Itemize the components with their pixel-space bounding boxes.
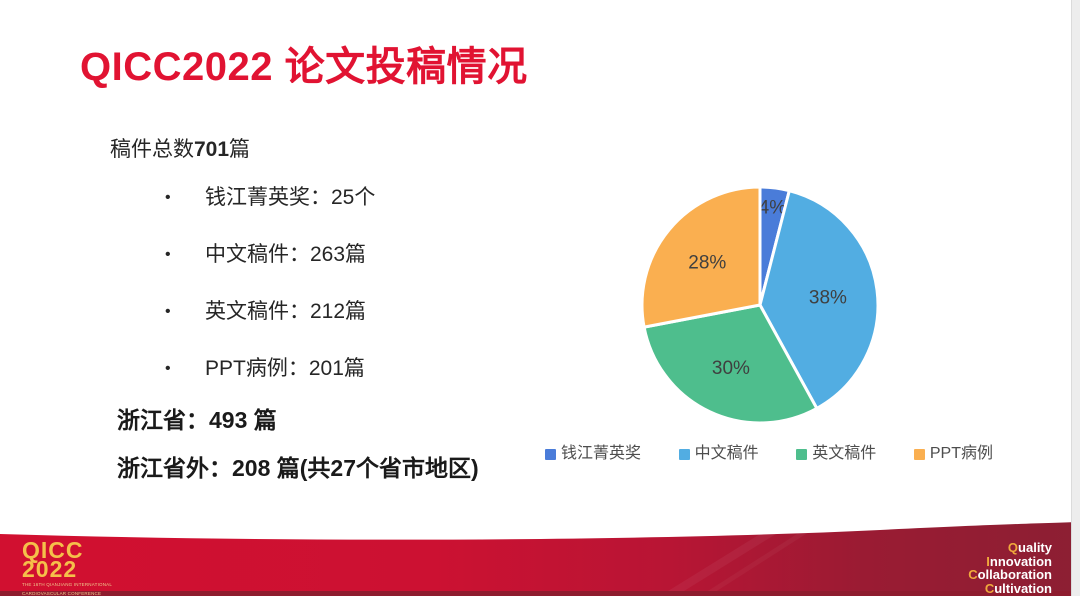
legend-item-0: 钱江菁英奖 xyxy=(545,446,641,462)
pie-data-label: 4% xyxy=(759,198,787,219)
bullet-text: 中文稿件：263篇 xyxy=(205,243,367,266)
logo-word: QICC xyxy=(22,537,84,563)
bullet-item: • 中文稿件：263篇 xyxy=(165,243,375,266)
qicc-logo: QICC 2022 THE 16TH QIANJIANG INTERNATION… xyxy=(22,537,113,596)
summary-line-zhejiang: 浙江省：493 篇 xyxy=(117,407,277,433)
province-summary: 浙江省：493 篇 浙江省外：208 篇(共27个省市地区) xyxy=(117,408,479,504)
pie-data-label: 38% xyxy=(809,287,847,308)
bullet-text: 英文稿件：212篇 xyxy=(205,300,367,323)
page-title: QICC2022 论文投稿情况 xyxy=(80,45,528,89)
banner-bottom-stripe xyxy=(0,591,1080,596)
footer-banner xyxy=(0,522,1080,596)
pie-slice-2 xyxy=(642,303,819,425)
chart-legend: 钱江菁英奖 中文稿件 英文稿件 PPT病例 xyxy=(545,446,993,462)
bullet-dot: • xyxy=(165,246,171,263)
pie-data-label: 28% xyxy=(688,252,726,273)
legend-swatch xyxy=(913,448,925,460)
bullet-text: PPT病例：201篇 xyxy=(205,357,365,380)
legend-label: 英文稿件 xyxy=(812,445,877,462)
logo-subtitle-line2: CARDIOVASCULAR CONFERENCE xyxy=(22,590,102,596)
bullet-list: • 钱江菁英奖：25个 • 中文稿件：263篇 • 英文稿件：212篇 • PPT病例：… xyxy=(165,186,375,414)
total-submissions-line: 稿件总数701篇 xyxy=(110,133,250,163)
motto-line-innovation: Innovation xyxy=(986,553,1052,569)
bullet-dot: • xyxy=(165,360,171,377)
pie-slice-1 xyxy=(758,189,880,410)
legend-label: 中文稿件 xyxy=(694,445,759,462)
legend-swatch xyxy=(796,448,808,460)
legend-item-2: 英文稿件 xyxy=(796,446,876,462)
pie-slice-3 xyxy=(640,185,762,329)
legend-swatch xyxy=(545,448,556,460)
motto-block: Quality Innovation Collaboration Cultiva… xyxy=(968,541,1052,595)
bullet-item: • 钱江菁英奖：25个 xyxy=(165,186,375,209)
legend-item-1: 中文稿件 xyxy=(678,445,759,462)
total-suffix: 篇 xyxy=(229,138,251,161)
bullet-item: • 英文稿件：212篇 xyxy=(165,300,375,323)
pie-data-label: 30% xyxy=(712,358,750,379)
banner-streak xyxy=(700,532,809,596)
banner-shape xyxy=(0,522,1080,596)
logo-subtitle-line1: THE 16TH QIANJIANG INTERNATIONAL xyxy=(22,582,113,587)
bullet-text: 钱江菁英奖：25个 xyxy=(205,186,376,209)
legend-swatch xyxy=(678,448,690,460)
motto-line-quality: Quality xyxy=(1007,540,1052,555)
legend-label: PPT病例 xyxy=(929,445,993,462)
pie-chart: 4% 38% 30% 28% xyxy=(640,185,880,425)
motto-line-collaboration: Collaboration xyxy=(968,567,1052,582)
summary-line-outside: 浙江省外：208 篇(共27个省市地区) xyxy=(117,455,479,481)
bullet-dot: • xyxy=(165,189,171,206)
motto-line-cultivation: Cultivation xyxy=(984,580,1052,596)
banner-streak xyxy=(660,534,776,596)
total-prefix: 稿件总数 xyxy=(110,138,194,161)
legend-item-3: PPT病例 xyxy=(913,445,993,462)
total-number: 701 xyxy=(194,138,230,161)
scrollbar-gutter[interactable] xyxy=(1071,0,1080,596)
logo-year: 2022 xyxy=(22,556,78,582)
bullet-item: • PPT病例：201篇 xyxy=(165,357,375,380)
legend-label: 钱江菁英奖 xyxy=(561,445,642,462)
bullet-dot: • xyxy=(165,303,171,320)
